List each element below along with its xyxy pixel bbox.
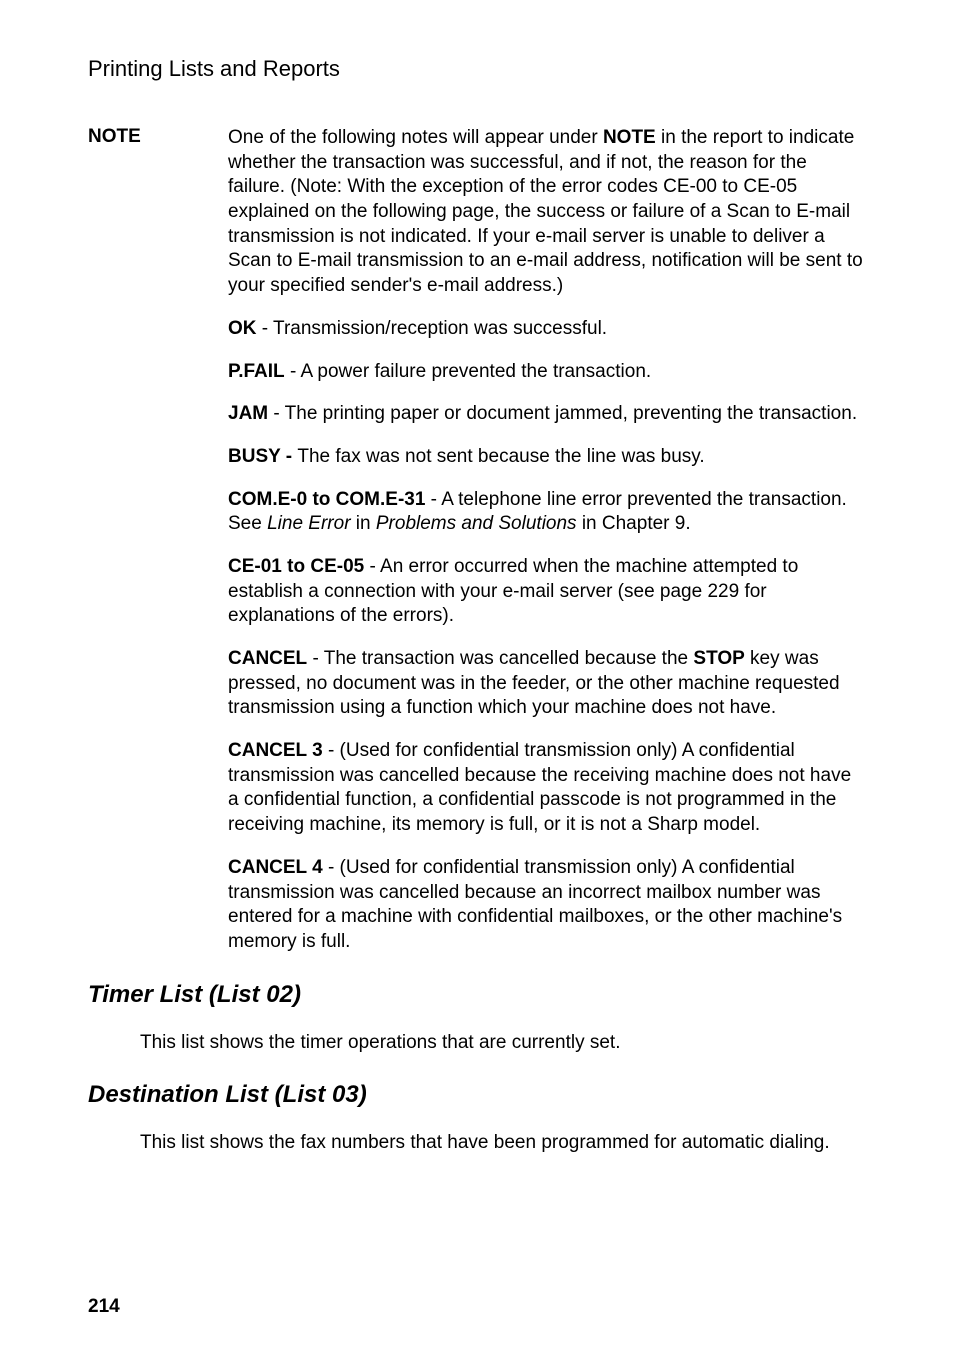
item-ok: OK - Transmission/reception was successf… xyxy=(228,317,866,342)
item-cancel: CANCEL - The transaction was cancelled b… xyxy=(228,647,866,721)
note-body-suffix: in the report to indicate whether the tr… xyxy=(228,127,863,296)
item-busy-label: BUSY - xyxy=(228,446,297,467)
item-pfail: P.FAIL - A power failure prevented the t… xyxy=(228,360,866,385)
timer-title: Timer List (List 02) xyxy=(88,981,866,1009)
item-come-mid: in xyxy=(351,513,376,534)
item-jam: JAM - The printing paper or document jam… xyxy=(228,402,866,427)
item-come-italic2: Problems and Solutions xyxy=(376,513,577,534)
dest-body: This list shows the fax numbers that hav… xyxy=(140,1131,866,1156)
item-jam-label: JAM xyxy=(228,403,268,424)
note-body: One of the following notes will appear u… xyxy=(228,126,866,299)
item-cancel-bold: STOP xyxy=(693,648,744,669)
item-cancel-label: CANCEL xyxy=(228,648,307,669)
item-cancel4: CANCEL 4 - (Used for confidential transm… xyxy=(228,856,866,955)
item-ok-text: - Transmission/reception was successful. xyxy=(257,318,608,339)
note-row: NOTE One of the following notes will app… xyxy=(88,126,866,299)
note-bold-1: NOTE xyxy=(603,127,656,148)
item-pfail-label: P.FAIL xyxy=(228,361,285,382)
item-cancel4-label: CANCEL 4 xyxy=(228,857,323,878)
item-cancel-pre: - The transaction was cancelled because … xyxy=(307,648,693,669)
note-body-prefix: One of the following notes will appear u… xyxy=(228,127,603,148)
page-header: Printing Lists and Reports xyxy=(88,56,866,82)
item-pfail-text: - A power failure prevented the transact… xyxy=(285,361,652,382)
timer-body: This list shows the timer operations tha… xyxy=(140,1031,866,1056)
item-come-post: in Chapter 9. xyxy=(577,513,691,534)
page-number: 214 xyxy=(88,1296,120,1318)
item-ce01: CE-01 to CE-05 - An error occurred when … xyxy=(228,555,866,629)
item-ce01-label: CE-01 to CE-05 xyxy=(228,556,364,577)
item-come: COM.E-0 to COM.E-31 - A telephone line e… xyxy=(228,488,866,537)
note-label: NOTE xyxy=(88,126,228,299)
item-jam-text: - The printing paper or document jammed,… xyxy=(268,403,857,424)
item-cancel3-label: CANCEL 3 xyxy=(228,740,323,761)
item-cancel3: CANCEL 3 - (Used for confidential transm… xyxy=(228,739,866,838)
item-come-italic1: Line Error xyxy=(267,513,350,534)
item-busy-text: The fax was not sent because the line wa… xyxy=(297,446,704,467)
item-busy: BUSY - The fax was not sent because the … xyxy=(228,445,866,470)
item-come-label: COM.E-0 to COM.E-31 xyxy=(228,489,425,510)
dest-title: Destination List (List 03) xyxy=(88,1081,866,1109)
item-ok-label: OK xyxy=(228,318,257,339)
